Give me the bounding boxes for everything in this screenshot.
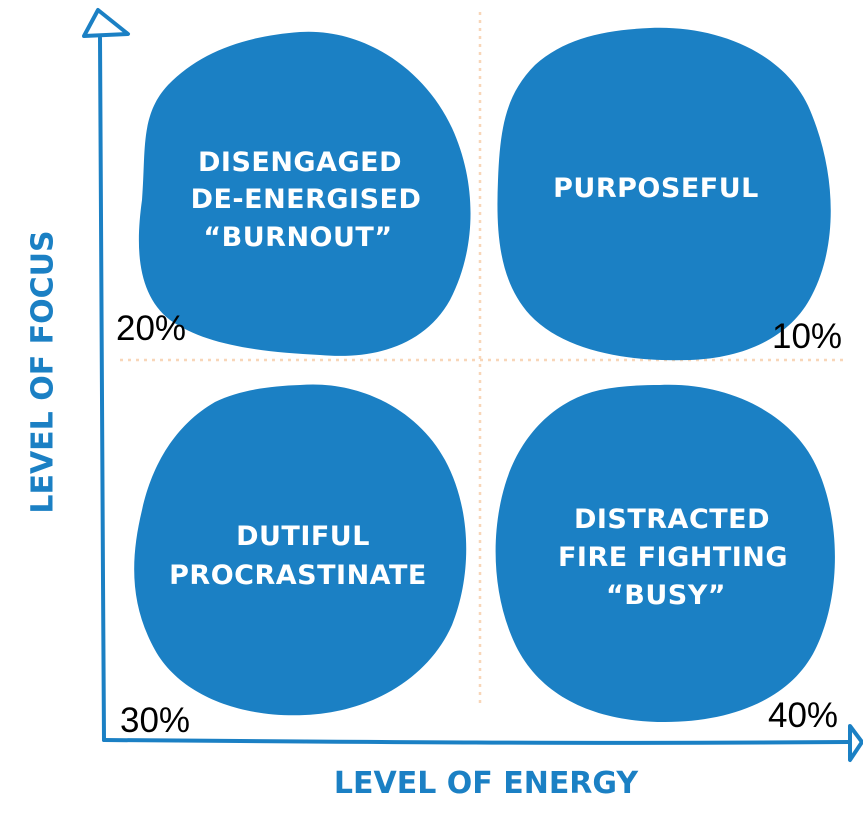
x-axis-arrow-icon: [848, 724, 863, 762]
x-axis-line: [102, 738, 850, 745]
label-top-left-line2: DE-ENERGISED: [191, 184, 422, 215]
quadrant-bottom-left: DUTIFUL PROCRASTINATE 30%: [120, 384, 467, 740]
blob-top-left: [138, 31, 471, 356]
label-bottom-left-line1: DUTIFUL: [236, 521, 370, 552]
percent-bottom-right: 40%: [768, 696, 838, 735]
quadrant-top-right: PURPOSEFUL 10%: [497, 27, 842, 361]
percent-top-right: 10%: [772, 317, 842, 356]
percent-top-left: 20%: [116, 309, 186, 348]
quadrant-bottom-right: DISTRACTED FIRE FIGHTING “BUSY” 40%: [495, 384, 838, 735]
label-bottom-right-line3: “BUSY”: [606, 580, 726, 611]
label-top-left-line3: “BURNOUT”: [203, 222, 392, 253]
label-top-left-line1: DISENGAGED: [198, 147, 402, 178]
y-axis-label: LEVEL OF FOCUS: [26, 230, 61, 513]
blob-top-right: [497, 27, 831, 361]
blob-bottom-left: [134, 384, 467, 716]
label-bottom-left-line2: PROCRASTINATE: [169, 560, 427, 591]
percent-bottom-left: 30%: [120, 701, 190, 740]
label-top-right-line1: PURPOSEFUL: [553, 173, 759, 204]
label-bottom-right-line2: FIRE FIGHTING: [558, 542, 788, 573]
label-bottom-right-line1: DISTRACTED: [574, 504, 770, 535]
quadrant-top-left: DISENGAGED DE-ENERGISED “BURNOUT” 20%: [116, 31, 471, 356]
y-axis-line: [97, 36, 106, 742]
y-axis-arrow-icon: [82, 8, 130, 38]
blob-bottom-right: [495, 384, 835, 722]
x-axis-label: LEVEL OF ENERGY: [334, 766, 639, 801]
